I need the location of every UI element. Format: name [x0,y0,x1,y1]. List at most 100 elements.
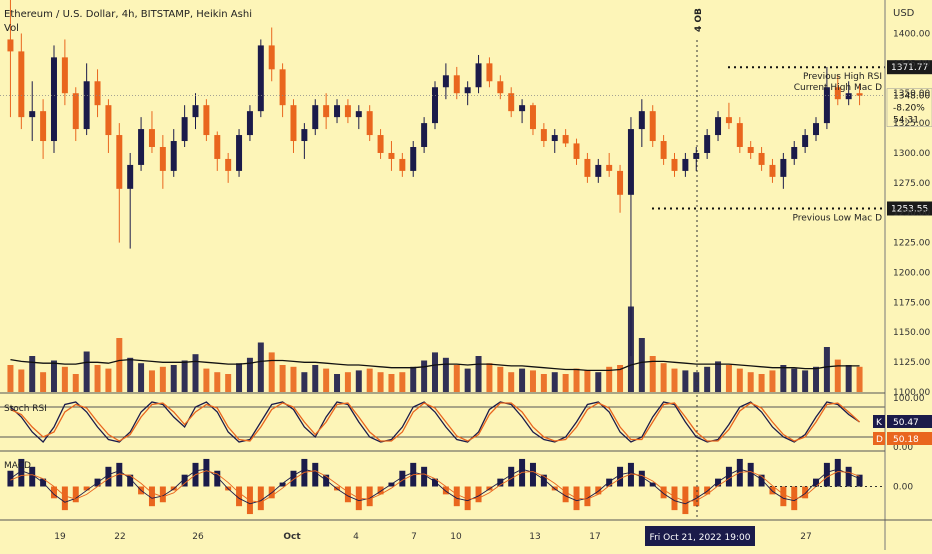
candle-body [94,81,101,106]
candle-body [170,141,177,171]
macd-histogram-bar [442,486,449,495]
volume-bar [627,306,634,392]
macd-zero-tick: 0.00 [893,483,913,493]
volume-bar [519,368,526,392]
volume-bar [660,363,667,392]
candle-body [617,170,624,195]
current-price-change: -8.20% [893,104,925,114]
volume-bar [203,368,210,392]
volume-bar [715,361,722,392]
macd-histogram-bar [453,486,460,507]
macd-histogram-bar [475,486,482,503]
price-tick-label: 1175.00 [893,298,930,308]
volume-bar [595,372,602,392]
volume-bar [290,366,297,392]
macd-histogram-bar [562,486,569,503]
candle-body [29,111,36,118]
volume-bar [693,372,700,392]
volume-bar [856,366,863,392]
macd-histogram-bar [421,466,428,487]
macd-histogram-bar [617,466,624,487]
previous-high-value: 1371.77 [891,63,928,73]
volume-bar [551,372,558,392]
candle-body [432,87,438,124]
price-tick-label: 1225.00 [893,239,930,249]
volume-bar [61,366,68,392]
candle-body [464,87,471,94]
candle-body [562,135,569,144]
macd-histogram-bar [693,486,700,507]
x-tick-label: 19 [54,532,66,542]
candle-body [606,164,613,171]
volume-bar [486,363,493,392]
price-tick-label: 1200.00 [893,268,930,278]
volume-bar [236,363,243,392]
macd-histogram-bar [127,474,134,487]
volume-bar [442,357,449,392]
candle-body [693,152,700,159]
candle-body [83,81,90,130]
volume-bar [225,374,232,392]
candle-body [355,111,362,118]
volume-bar [791,368,798,392]
current-price-badge [886,88,932,127]
candle-body [377,135,384,153]
previous-low-badge [887,201,932,216]
candle-body [246,111,253,136]
candle-body [780,158,787,177]
candle-body [649,111,656,142]
macd-histogram-bar [769,486,776,495]
candle-body [627,129,634,195]
previous-low-annotation: Previous Low Mac D [793,213,883,223]
macd-histogram-bar [671,486,678,511]
macd-histogram-bar [747,462,754,487]
candle-body [148,129,155,147]
candle-body [508,93,515,112]
candle-body [682,158,689,171]
candle-body [116,135,123,189]
candle-body [660,141,667,159]
candle-body [584,158,591,177]
macd-histogram-bar [290,470,297,487]
macd-histogram-bar [312,462,319,487]
macd-histogram-bar [627,462,634,487]
price-tick-label: 1100.00 [893,388,930,398]
macd-histogram-bar [682,486,689,515]
chart-title: Ethereum / U.S. Dollar, 4h, BITSTAMP, He… [4,9,252,20]
volume-bar [508,372,515,392]
candle-body [40,111,47,142]
macd-histogram-bar [181,474,188,487]
macd-histogram-bar [529,462,536,487]
candle-body [279,69,286,106]
macd-histogram-bar [823,462,830,487]
candle-body [519,105,526,112]
candle-body [388,152,395,159]
volume-bar [377,372,384,392]
previous-high-annotation: Previous High RSI [803,72,882,82]
macd-histogram-bar [279,482,286,487]
candle-body [192,105,199,118]
macd-signal-line [10,470,860,503]
macd-histogram-bar [715,478,722,487]
cursor-date-label: Fri Oct 21, 2022 19:00 [650,533,751,543]
volume-bar [301,372,308,392]
x-tick-label: 13 [529,532,540,542]
x-tick-label: 22 [114,532,125,542]
candle-body [290,105,297,142]
volume-bar [725,365,732,392]
volume-ma-line [10,358,860,372]
volume-bar [312,365,319,392]
volume-bar [399,372,406,392]
macd-histogram-bar [203,458,210,487]
x-tick-label: 27 [800,532,811,542]
candle-body [203,105,210,136]
candle-body [813,123,820,136]
candle-body [312,105,319,130]
volume-bar [192,354,199,392]
volume-bar [704,366,711,392]
macd-histogram-bar [813,478,820,487]
macd-histogram-bar [780,486,787,507]
price-tick-label: 1400.00 [893,29,930,39]
